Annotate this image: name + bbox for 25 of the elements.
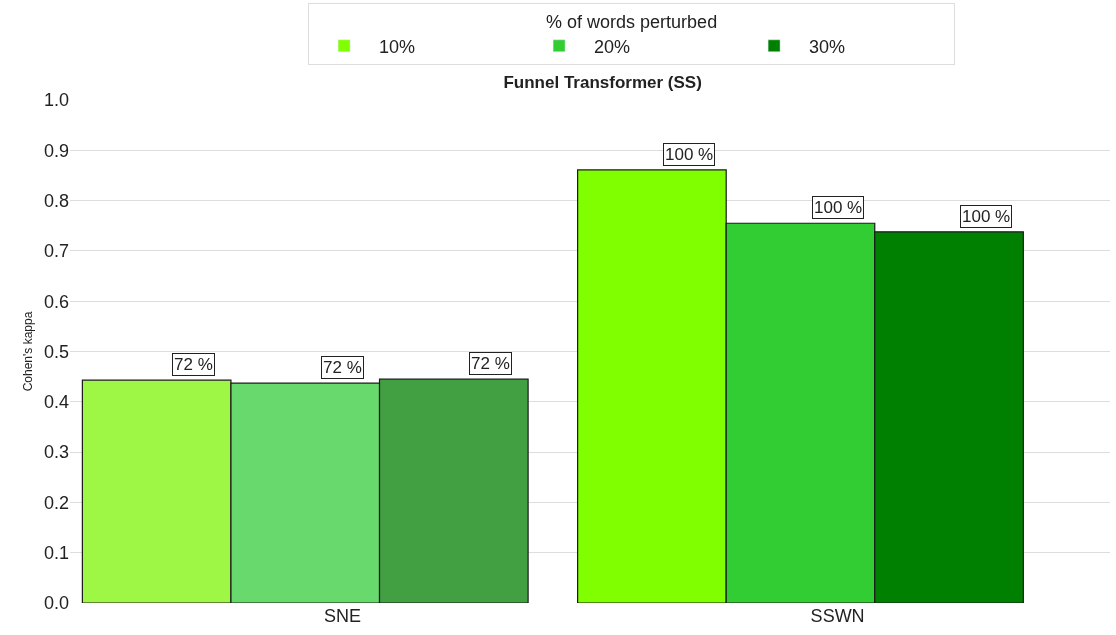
legend-label: 20% <box>594 36 631 57</box>
y-tick-label: 0.0 <box>43 593 69 614</box>
annotation: 72 % <box>174 355 213 374</box>
x-tick-label: SNE <box>323 606 361 626</box>
annotation: 72 % <box>471 354 510 373</box>
chart-title: Funnel Transformer (SS) <box>503 73 702 92</box>
y-tick-label: 0.3 <box>43 442 69 463</box>
y-tick-label: 0.2 <box>43 492 69 513</box>
legend-label: 10% <box>379 36 416 57</box>
y-tick-label: 1.0 <box>43 90 69 111</box>
annotation: 72 % <box>323 358 362 377</box>
y-tick-label: 0.1 <box>43 543 69 563</box>
x-tick-label: SSWN <box>810 606 865 626</box>
y-tick-label: 0.5 <box>43 341 69 362</box>
y-axis-title: Cohen's kappa <box>21 311 36 392</box>
legend-label: 30% <box>809 36 846 57</box>
y-tick-label: 0.9 <box>43 140 69 161</box>
y-tick-label: 0.4 <box>43 392 69 413</box>
legend-title: % of words perturbed <box>546 11 718 32</box>
annotation: 100 % <box>814 198 863 217</box>
y-tick-label: 0.8 <box>43 190 69 211</box>
y-tick-label: 0.7 <box>43 241 69 262</box>
y-tick-label: 0.6 <box>43 291 69 312</box>
annotation: 100 % <box>665 145 714 164</box>
annotation: 100 % <box>962 207 1011 226</box>
